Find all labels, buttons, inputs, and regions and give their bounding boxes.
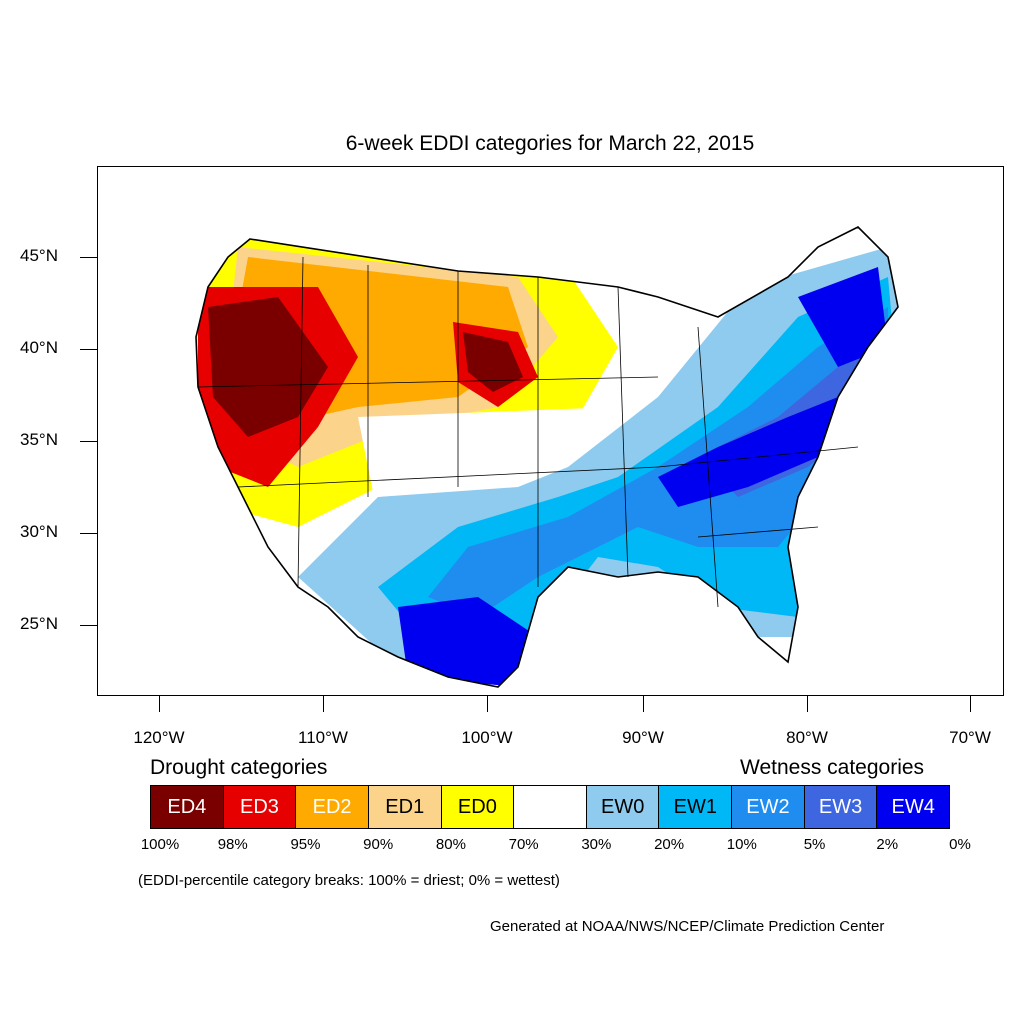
legend-box-ew0: EW0 bbox=[586, 786, 660, 828]
lat-label-45: 45°N bbox=[20, 246, 58, 265]
lon-tick bbox=[323, 696, 324, 712]
legend-box-ew4: EW4 bbox=[877, 786, 950, 828]
lon-label-70: 70°W bbox=[949, 728, 991, 747]
eddi-map bbox=[97, 166, 1004, 696]
lon-tick bbox=[807, 696, 808, 712]
percentile-label: 30% bbox=[581, 836, 612, 853]
legend-box-ed0: ED0 bbox=[441, 786, 515, 828]
lat-label-30: 30°N bbox=[20, 522, 58, 541]
percentile-label: 20% bbox=[654, 836, 685, 853]
lat-tick bbox=[80, 533, 97, 534]
category-shading bbox=[196, 227, 898, 687]
lon-label-110: 110°W bbox=[298, 728, 348, 747]
legend-box-ed4: ED4 bbox=[151, 786, 224, 828]
legend-box-ed3: ED3 bbox=[223, 786, 297, 828]
lon-label-120: 120°W bbox=[133, 728, 185, 747]
percentile-label: 90% bbox=[363, 836, 394, 853]
legend-box-neutral bbox=[514, 786, 587, 828]
percentile-label: 98% bbox=[217, 836, 248, 853]
lon-tick bbox=[970, 696, 971, 712]
percentile-label: 80% bbox=[435, 836, 466, 853]
lon-label-100: 100°W bbox=[461, 728, 513, 747]
lon-tick bbox=[643, 696, 644, 712]
lat-label-35: 35°N bbox=[20, 430, 58, 449]
map-title: 6-week EDDI categories for March 22, 201… bbox=[345, 132, 755, 155]
credit-line: Generated at NOAA/NWS/NCEP/Climate Predi… bbox=[490, 918, 885, 935]
lon-label-80: 80°W bbox=[786, 728, 828, 747]
lon-tick bbox=[159, 696, 160, 712]
lat-tick bbox=[80, 349, 97, 350]
lon-label-90: 90°W bbox=[622, 728, 664, 747]
lon-tick bbox=[487, 696, 488, 712]
legend-box-ew3: EW3 bbox=[804, 786, 878, 828]
legend-colorbar: ED4 ED3 ED2 ED1 ED0 EW0 EW1 EW2 EW3 EW4 bbox=[150, 785, 950, 829]
lat-tick bbox=[80, 441, 97, 442]
lat-label-40: 40°N bbox=[20, 338, 58, 357]
legend-box-ew1: EW1 bbox=[659, 786, 733, 828]
percentile-label: 0% bbox=[949, 836, 971, 853]
category-note: (EDDI-percentile category breaks: 100% =… bbox=[138, 872, 560, 889]
percentile-label: 95% bbox=[290, 836, 321, 853]
percentile-label: 5% bbox=[803, 836, 826, 853]
percentile-label: 100% bbox=[140, 836, 180, 853]
lat-tick bbox=[80, 625, 97, 626]
percentile-label: 2% bbox=[876, 836, 899, 853]
legend-box-ed2: ED2 bbox=[296, 786, 369, 828]
lat-label-25: 25°N bbox=[20, 614, 58, 633]
legend-box-ew2: EW2 bbox=[732, 786, 805, 828]
percentile-label: 70% bbox=[508, 836, 539, 853]
percentile-label: 10% bbox=[726, 836, 757, 853]
drought-heading: Drought categories bbox=[150, 756, 328, 779]
wetness-heading: Wetness categories bbox=[740, 756, 925, 779]
legend-box-ed1: ED1 bbox=[368, 786, 442, 828]
lat-tick bbox=[80, 257, 97, 258]
